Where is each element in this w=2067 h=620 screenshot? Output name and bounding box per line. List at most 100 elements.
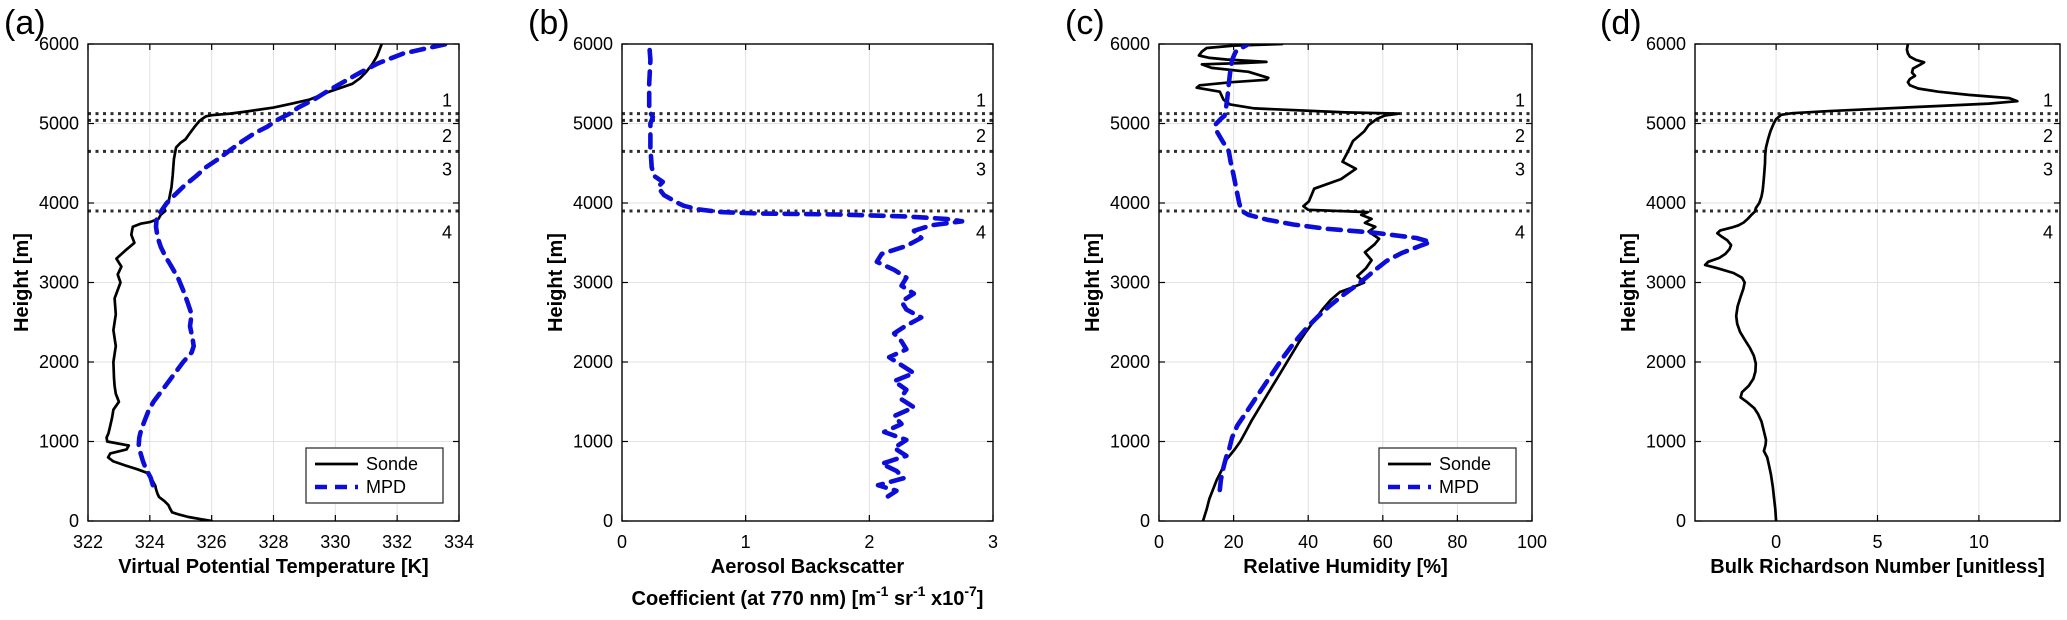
x-tick-label: 20	[1224, 532, 1244, 552]
x-tick-label: 330	[320, 532, 350, 552]
reference-line-label-4: 4	[2043, 222, 2053, 242]
reference-line-label-4: 4	[1515, 222, 1525, 242]
y-tick-label: 5000	[1646, 114, 1686, 134]
y-tick-label: 1000	[1110, 432, 1150, 452]
series-group	[1703, 44, 2019, 521]
panel-a: 1 2 3 4 322 324 326 328 330 332 334 0 1000 2000 3000 40…	[4, 4, 474, 578]
x-tick-label: 326	[197, 532, 227, 552]
x-tick-label: 3	[988, 532, 998, 552]
reference-line-label-1: 1	[2043, 90, 2053, 110]
legend-entry-mpd: MPD	[315, 477, 406, 497]
y-tick-label: 4000	[1646, 193, 1686, 213]
series-group	[1195, 44, 1433, 521]
reference-line-label-3: 3	[976, 160, 986, 180]
y-tick-label: 3000	[1646, 273, 1686, 293]
x-axis-label-line2: Coefficient (at 770 nm) [m-1 sr-1 x10-7]	[632, 583, 984, 610]
y-tick-label: 1000	[39, 432, 79, 452]
legend-label: Sonde	[366, 454, 418, 474]
reference-line-label-2: 2	[442, 126, 452, 146]
y-axis-label: Height [m]	[545, 233, 567, 332]
legend: Sonde MPD	[1378, 447, 1517, 504]
reference-lines	[622, 112, 993, 213]
sonde-line	[1195, 44, 1401, 521]
panel-letter-a: (a)	[4, 4, 46, 42]
reference-line-label-1: 1	[976, 90, 986, 110]
y-tick-label: 2000	[573, 352, 613, 372]
y-tick-label: 6000	[1646, 34, 1686, 54]
legend-box	[1378, 447, 1517, 504]
x-tick-label: 0	[1771, 532, 1781, 552]
mpd-line	[136, 44, 449, 488]
x-tick-label: 100	[1517, 532, 1547, 552]
x-axis-label-text: Aerosol Backscatter	[711, 556, 905, 578]
series-group	[105, 44, 449, 521]
mpd-line	[1213, 44, 1433, 493]
reference-line-label-4: 4	[442, 222, 452, 242]
x-tick-label: 2	[864, 532, 874, 552]
reference-line-label-3: 3	[442, 160, 452, 180]
x-tick-label: 0	[1154, 532, 1164, 552]
tick-marks	[87, 43, 460, 522]
x-axis-label-superscript: -1	[913, 583, 926, 599]
y-axis-label: Height [m]	[1082, 233, 1104, 332]
legend-label: MPD	[1439, 477, 1479, 497]
grid	[88, 44, 459, 521]
y-tick-label: 5000	[39, 114, 79, 134]
tick-marks	[1695, 43, 2060, 522]
y-tick-label: 4000	[1110, 193, 1150, 213]
x-axis-label-superscript: -7	[964, 583, 977, 599]
y-tick-label: 6000	[573, 34, 613, 54]
reference-line-label-3: 3	[1515, 160, 1525, 180]
x-tick-label: 334	[444, 532, 474, 552]
grid	[1159, 44, 1532, 521]
panel-b: 1 2 3 4 0 1 2 3 0 1000 2000 3000 4000 5000 6000 Height …	[528, 4, 998, 610]
tick-marks	[621, 43, 994, 522]
y-tick-label: 6000	[39, 34, 79, 54]
y-axis-label: Height [m]	[11, 233, 33, 332]
x-axis-label-line1: Aerosol Backscatter	[711, 556, 905, 578]
reference-line-label-2: 2	[976, 126, 986, 146]
x-axis-label-line1: Relative Humidity [%]	[1243, 556, 1447, 578]
legend-entry-sonde: Sonde	[1388, 454, 1491, 474]
reference-line-label-1: 1	[1515, 90, 1525, 110]
y-tick-label: 3000	[39, 273, 79, 293]
x-tick-label: 80	[1447, 532, 1467, 552]
tick-marks	[1158, 43, 1533, 522]
x-tick-label: 10	[1969, 532, 1989, 552]
panel-letter-d: (d)	[1600, 4, 1642, 42]
x-tick-label: 332	[382, 532, 412, 552]
y-tick-label: 2000	[1110, 352, 1150, 372]
x-tick-label: 328	[258, 532, 288, 552]
sonde-line	[1703, 44, 2019, 521]
y-tick-label: 6000	[1110, 34, 1150, 54]
x-tick-label: 5	[1872, 532, 1882, 552]
legend-box	[305, 447, 444, 504]
reference-line-label-2: 2	[1515, 126, 1525, 146]
panel-letter-b: (b)	[528, 4, 570, 42]
x-axis-label-text: Bulk Richardson Number [unitless]	[1710, 556, 2045, 578]
legend: Sonde MPD	[305, 447, 444, 504]
y-tick-label: 4000	[39, 193, 79, 213]
grid	[622, 44, 993, 521]
y-tick-label: 1000	[573, 432, 613, 452]
y-tick-label: 5000	[573, 114, 613, 134]
reference-line-label-4: 4	[976, 222, 986, 242]
legend-label: Sonde	[1439, 454, 1491, 474]
panel-d: 1 2 3 4 0 5 10 0 1000 2000 3000 4000 5000 6000 Height …	[1600, 4, 2061, 578]
y-tick-label: 4000	[573, 193, 613, 213]
x-tick-label: 324	[135, 532, 165, 552]
x-axis-label-line1: Bulk Richardson Number [unitless]	[1710, 556, 2045, 578]
panel-letter-c: (c)	[1065, 4, 1105, 42]
grid	[1695, 44, 2060, 521]
series-group	[646, 44, 965, 499]
x-axis-label-text: sr	[888, 588, 913, 610]
y-tick-label: 0	[1676, 511, 1686, 531]
y-tick-label: 2000	[39, 352, 79, 372]
x-tick-label: 322	[73, 532, 103, 552]
y-tick-label: 3000	[1110, 273, 1150, 293]
y-tick-label: 2000	[1646, 352, 1686, 372]
y-axis-label: Height [m]	[1618, 233, 1640, 332]
x-axis-label-text: Virtual Potential Temperature [K]	[118, 556, 428, 578]
legend-entry-mpd: MPD	[1388, 477, 1479, 497]
